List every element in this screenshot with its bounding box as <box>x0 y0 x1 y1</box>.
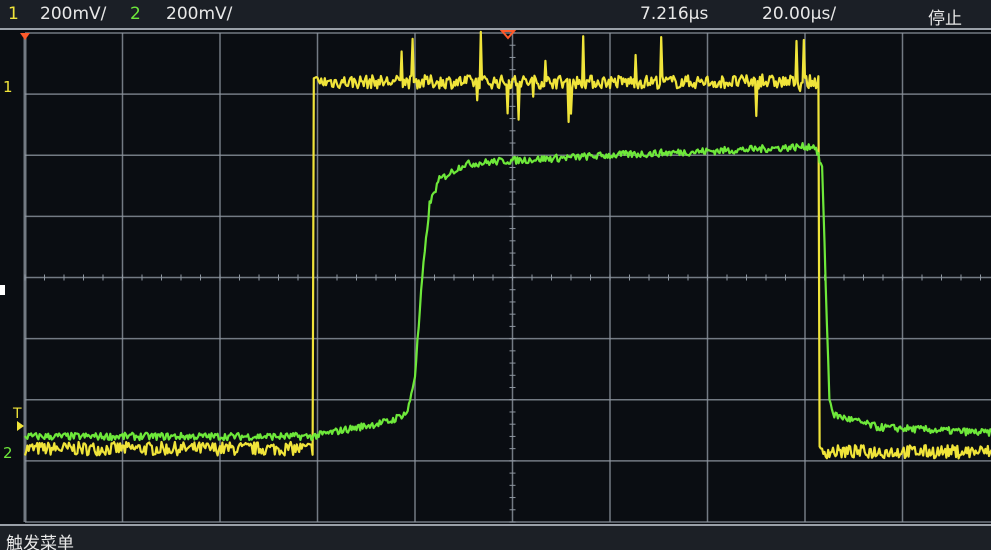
traces <box>23 30 991 460</box>
left-scroll-indicator <box>0 285 5 295</box>
trigger-delay: 7.216µs <box>640 4 709 24</box>
trace-ch2 <box>24 142 991 442</box>
status-bar: 1 200mV/ 2 200mV/ 7.216µs 20.00µs/ 停止 <box>0 0 991 30</box>
trace-ch1 <box>23 30 991 460</box>
ch1-scale: 200mV/ <box>40 4 107 24</box>
trigger-level-marker[interactable]: T <box>12 406 22 422</box>
trigger-level-arrow-icon <box>17 421 24 431</box>
timebase: 20.00µs/ <box>762 4 837 24</box>
run-state[interactable]: 停止 <box>928 9 962 29</box>
trigger-position-marker-icon[interactable] <box>499 30 517 40</box>
ch2-scale: 200mV/ <box>166 4 233 24</box>
ch2-ground-marker[interactable]: 2 <box>3 444 13 462</box>
ch2-label[interactable]: 2 <box>130 4 141 24</box>
ch1-label[interactable]: 1 <box>8 4 19 24</box>
ch1-ground-marker[interactable]: 1 <box>3 78 13 96</box>
menu-title[interactable]: 触发菜单 <box>6 534 74 550</box>
left-edge-marker-icon <box>20 33 30 40</box>
softkey-bar: 触发菜单 <box>0 524 991 550</box>
